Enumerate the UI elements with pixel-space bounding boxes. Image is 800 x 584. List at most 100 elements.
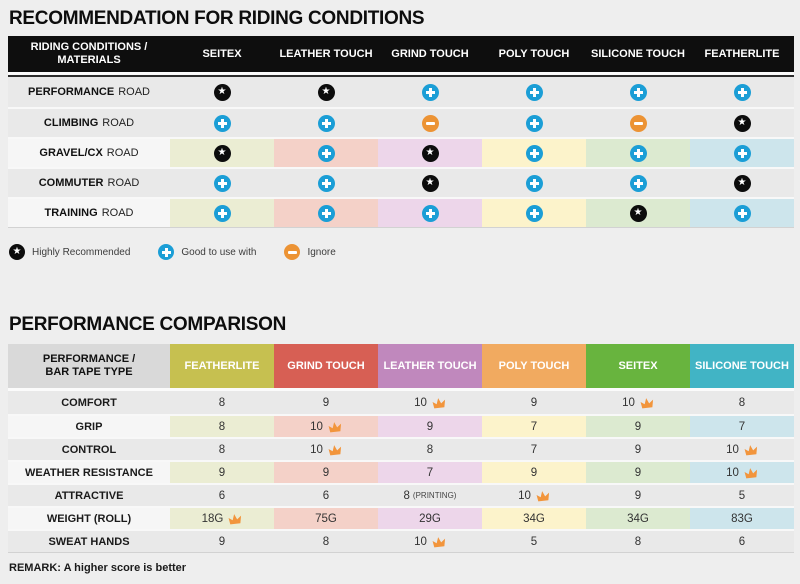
crown-icon xyxy=(743,466,758,479)
riding-cell xyxy=(690,139,794,167)
riding-row-label: TRAINING ROAD xyxy=(8,199,170,227)
riding-header-label: RIDING CONDITIONS / MATERIALS xyxy=(30,41,148,66)
score-value: 6 xyxy=(322,489,330,502)
riding-cell xyxy=(274,199,378,227)
riding-cell xyxy=(586,109,690,137)
remark-note: REMARK: A higher score is better xyxy=(9,562,187,574)
score-value: 5 xyxy=(738,489,746,502)
riding-row: TRAINING ROAD ★ xyxy=(8,197,794,227)
score-value: 10 xyxy=(310,420,323,433)
riding-header-col-leather-touch: LEATHER TOUCH xyxy=(279,47,373,60)
performance-cell: 83G xyxy=(690,508,794,529)
riding-cell xyxy=(482,169,586,197)
performance-cell: 34G xyxy=(586,508,690,529)
crown-icon xyxy=(743,443,758,456)
performance-comparison-table: PERFORMANCE / BAR TAPE TYPE FEATHERLITE G… xyxy=(8,344,794,553)
plus-icon xyxy=(317,174,335,192)
score-value: 7 xyxy=(530,420,538,433)
star-icon: ★ xyxy=(421,144,439,162)
score-value: 9 xyxy=(218,466,226,479)
performance-cell: 5 xyxy=(482,531,586,552)
performance-cell: 7 xyxy=(378,462,482,483)
performance-row: CONTROL 8 10 8 7 9 10 xyxy=(8,437,794,460)
star-icon: ★ xyxy=(733,174,751,192)
performance-header-col-poly-touch: POLY TOUCH xyxy=(482,344,586,388)
riding-table-header: RIDING CONDITIONS / MATERIALS SEITEX LEA… xyxy=(8,36,794,72)
riding-header-col-seitex: SEITEX xyxy=(202,47,242,60)
performance-header-col-featherlite: FEATHERLITE xyxy=(170,344,274,388)
score-value: 9 xyxy=(426,420,434,433)
plus-icon xyxy=(525,144,543,162)
star-icon: ★ xyxy=(317,83,335,101)
riding-conditions-title: RECOMMENDATION FOR RIDING CONDITIONS xyxy=(9,8,425,29)
performance-cell: 9 xyxy=(482,462,586,483)
riding-cell: ★ xyxy=(170,77,274,107)
performance-cell: 8 xyxy=(586,531,690,552)
performance-row-label: GRIP xyxy=(8,416,170,437)
header-separator-white xyxy=(8,72,794,75)
riding-cell: ★ xyxy=(170,139,274,167)
plus-icon xyxy=(525,174,543,192)
performance-cell: 7 xyxy=(482,416,586,437)
legend-label: Good to use with xyxy=(181,246,257,258)
riding-row: CLIMBING ROAD ★ xyxy=(8,107,794,137)
riding-cell: ★ xyxy=(378,139,482,167)
riding-conditions-table: RIDING CONDITIONS / MATERIALS SEITEX LEA… xyxy=(8,36,794,228)
minus-icon xyxy=(284,244,301,260)
score-value: 83G xyxy=(731,512,753,525)
score-value: 29G xyxy=(419,512,441,525)
riding-row: COMMUTER ROAD ★ ★ xyxy=(8,167,794,197)
riding-cell xyxy=(482,77,586,107)
score-value: 9 xyxy=(530,396,538,409)
plus-icon xyxy=(421,83,439,101)
plus-icon xyxy=(525,114,543,132)
riding-cell: ★ xyxy=(690,169,794,197)
score-value: 75G xyxy=(315,512,337,525)
performance-row: WEIGHT (ROLL) 18G 75G 29G 34G 34G 83G xyxy=(8,506,794,529)
score-value: 9 xyxy=(322,466,330,479)
performance-cell: 9 xyxy=(378,416,482,437)
performance-cell: 8 xyxy=(170,439,274,460)
score-value: 8 xyxy=(634,535,642,548)
riding-cell xyxy=(586,169,690,197)
performance-header-col-leather-touch: LEATHER TOUCH xyxy=(378,344,482,388)
riding-row-label: GRAVEL/CX ROAD xyxy=(8,139,170,167)
plus-icon xyxy=(733,144,751,162)
performance-cell: 9 xyxy=(586,439,690,460)
performance-row-label: WEATHER RESISTANCE xyxy=(8,462,170,483)
performance-cell: 18G xyxy=(170,508,274,529)
riding-table-body: PERFORMANCE ROAD ★ ★ CLIMBING ROAD ★ GRAVEL/CX R… xyxy=(8,77,794,227)
score-value: 8 xyxy=(218,420,226,433)
performance-row: COMFORT 8 9 10 9 10 8 xyxy=(8,391,794,414)
performance-cell: 8 xyxy=(378,439,482,460)
score-value: 18G xyxy=(201,512,224,525)
riding-header-col-featherlite: FEATHERLITE xyxy=(704,47,780,60)
performance-cell: 6 xyxy=(690,531,794,552)
plus-icon xyxy=(317,204,335,222)
score-value: 9 xyxy=(218,535,226,548)
performance-cell: 7 xyxy=(482,439,586,460)
performance-cell: 8 xyxy=(170,391,274,414)
score-value: 10 xyxy=(310,443,323,456)
plus-icon xyxy=(158,244,175,260)
crown-icon xyxy=(535,489,550,502)
plus-icon xyxy=(525,204,543,222)
performance-comparison-title: PERFORMANCE COMPARISON xyxy=(9,314,286,335)
score-suffix: (PRINTING) xyxy=(412,491,457,500)
performance-table-body: COMFORT 8 9 10 9 10 8 GRIP 8 10 9 7 9 7 CONTROL 8 10 8 7 9 1… xyxy=(8,391,794,552)
performance-row-label: SWEAT HANDS xyxy=(8,531,170,552)
crown-icon xyxy=(228,512,243,525)
riding-header-col-poly-touch: POLY TOUCH xyxy=(498,47,570,60)
score-value: 10 xyxy=(726,466,739,479)
riding-row: PERFORMANCE ROAD ★ ★ xyxy=(8,77,794,107)
riding-cell: ★ xyxy=(274,77,378,107)
score-value: 9 xyxy=(634,466,642,479)
riding-row-label: CLIMBING ROAD xyxy=(8,109,170,137)
star-icon: ★ xyxy=(213,144,231,162)
performance-cell: 75G xyxy=(274,508,378,529)
performance-table-header: PERFORMANCE / BAR TAPE TYPE FEATHERLITE G… xyxy=(8,344,794,388)
score-value: 9 xyxy=(530,466,538,479)
score-value: 8 xyxy=(403,489,410,502)
performance-cell: 8 (PRINTING) xyxy=(378,485,482,506)
performance-cell: 9 xyxy=(586,462,690,483)
